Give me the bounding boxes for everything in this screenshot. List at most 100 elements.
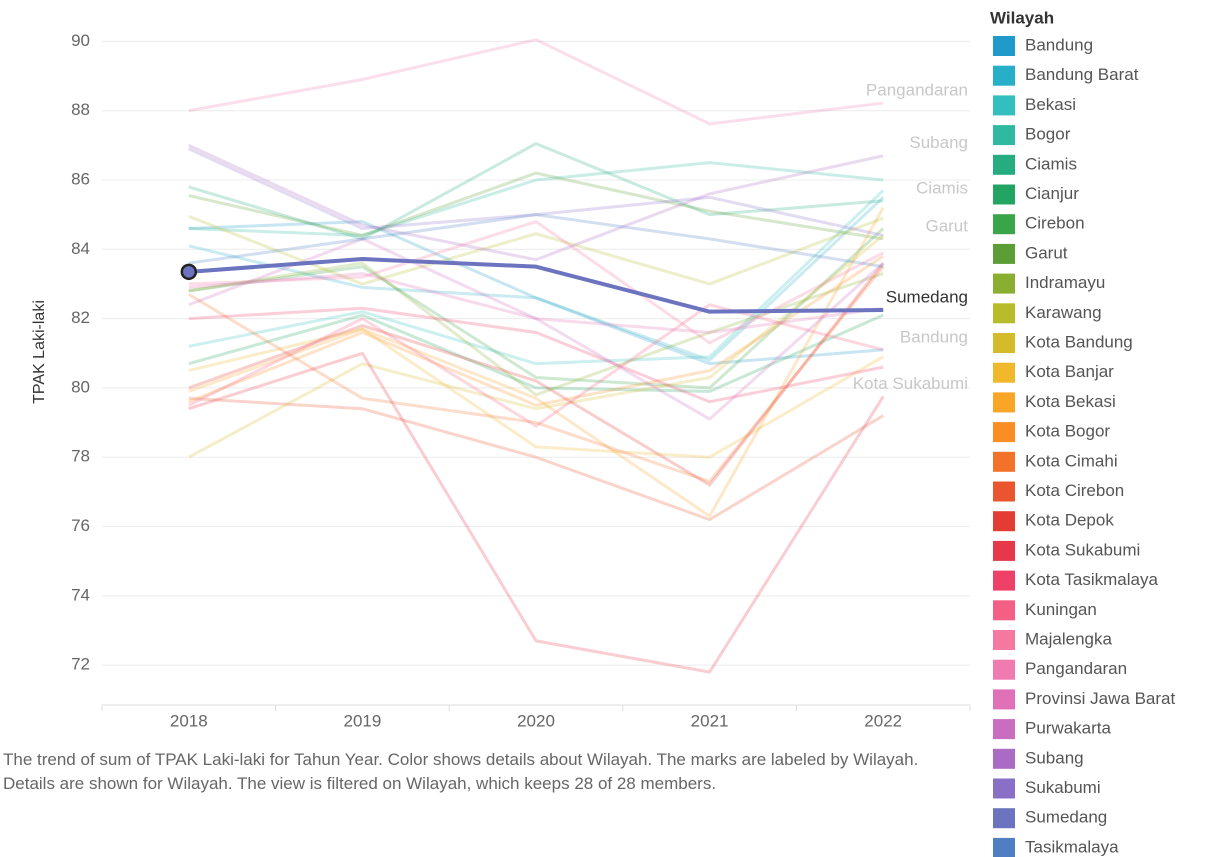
series-line	[188, 38, 884, 126]
series-line	[188, 227, 885, 390]
series-end-label: Sumedang	[886, 287, 968, 306]
legend-swatch	[993, 243, 1015, 264]
legend-label: Kota Cirebon	[1025, 481, 1124, 500]
legend-swatch	[993, 451, 1015, 472]
legend-label: Provinsi Jawa Barat	[1025, 689, 1176, 708]
series-line	[188, 306, 884, 404]
series-line	[188, 143, 884, 262]
legend-swatch	[993, 154, 1015, 175]
series-line	[188, 351, 885, 674]
legend-swatch	[993, 481, 1015, 502]
legend-label: Bandung Barat	[1025, 65, 1139, 84]
series-line	[188, 220, 884, 366]
legend-swatch	[993, 95, 1015, 116]
legend-label: Ciamis	[1025, 154, 1077, 173]
x-tick-label: 2020	[517, 711, 555, 730]
series-line	[188, 234, 885, 459]
legend-swatch	[993, 748, 1015, 769]
legend-label: Bogor	[1025, 125, 1071, 144]
y-tick-label: 90	[71, 31, 90, 50]
series-line	[188, 147, 884, 237]
legend-swatch	[993, 36, 1015, 56]
x-tick-label: 2022	[864, 711, 902, 730]
series-line	[188, 213, 884, 269]
legend-label: Kota Banjar	[1025, 362, 1114, 381]
legend-swatch	[993, 837, 1015, 857]
legend-label: Subang	[1025, 748, 1084, 767]
series-line	[188, 237, 885, 421]
y-tick-label: 78	[71, 447, 90, 466]
legend-label: Karawang	[1025, 303, 1102, 322]
y-tick-label: 76	[71, 516, 90, 535]
legend-label: Kota Cimahi	[1025, 451, 1118, 470]
legend-swatch	[993, 184, 1015, 205]
series-line	[188, 142, 884, 241]
legend-label: Cirebon	[1025, 214, 1085, 233]
legend-label: Kuningan	[1025, 600, 1097, 619]
series-line	[188, 265, 885, 483]
series-line	[188, 272, 884, 334]
legend-swatch	[993, 273, 1015, 294]
legend-label: Majalengka	[1025, 629, 1112, 648]
legend-label: Bandung	[1025, 35, 1093, 54]
legend-label: Kota Bekasi	[1025, 392, 1116, 411]
legend-label: Tasikmalaya	[1025, 837, 1119, 856]
legend-label: Pangandaran	[1025, 659, 1127, 678]
caption: The trend of sum of TPAK Laki-laki for T…	[3, 750, 919, 793]
series-line	[188, 327, 884, 459]
highlight-marker	[180, 263, 198, 281]
y-tick-label: 84	[71, 239, 90, 258]
legend-label: Purwakarta	[1025, 719, 1112, 738]
series-end-label: Garut	[925, 216, 968, 235]
legend-swatch	[993, 422, 1015, 443]
legend-swatch	[993, 689, 1015, 710]
series-line	[188, 196, 885, 362]
legend-swatch	[993, 362, 1015, 383]
x-tick-label: 2018	[170, 711, 208, 730]
series-line	[188, 257, 884, 314]
series-line	[188, 313, 884, 393]
series-line	[188, 396, 884, 522]
legend-label: Indramayu	[1025, 273, 1105, 292]
y-tick-label: 74	[71, 585, 90, 604]
legend-swatch	[993, 659, 1015, 680]
series-end-label: Pangandaran	[866, 81, 968, 100]
legend-label: Kota Bandung	[1025, 332, 1133, 351]
series-end-label: Ciamis	[916, 178, 968, 197]
legend-swatch	[993, 570, 1015, 591]
legend-label: Garut	[1025, 243, 1068, 262]
y-tick-label: 82	[71, 308, 90, 327]
series-line	[188, 161, 884, 237]
y-tick-label: 88	[71, 100, 90, 119]
series-line	[188, 262, 885, 487]
legend-label: Cianjur	[1025, 184, 1079, 203]
legend-swatch	[993, 511, 1015, 532]
series-end-label: Bandung	[900, 327, 968, 346]
legend-swatch	[993, 65, 1015, 86]
legend-label: Sumedang	[1025, 808, 1107, 827]
legend-label: Bekasi	[1025, 95, 1076, 114]
y-tick-label: 80	[71, 377, 90, 396]
legend-swatch	[993, 392, 1015, 413]
legend-swatch	[993, 778, 1015, 799]
legend-title: Wilayah	[990, 8, 1054, 27]
legend-label: Kota Depok	[1025, 511, 1114, 530]
legend-label: Kota Sukabumi	[1025, 540, 1140, 559]
legend-swatch	[993, 214, 1015, 235]
legend-swatch	[993, 600, 1015, 621]
series-line	[188, 303, 884, 428]
series-line	[188, 171, 884, 241]
series-end-label: Subang	[909, 133, 968, 152]
legend-label: Kota Tasikmalaya	[1025, 570, 1158, 589]
series-end-label: Kota Sukabumi	[853, 374, 968, 393]
legend-label: Sukabumi	[1025, 778, 1101, 797]
series-line	[188, 206, 885, 518]
legend-swatch	[993, 540, 1015, 561]
y-tick-label: 72	[71, 655, 90, 674]
series-line	[188, 189, 885, 366]
y-axis-label: TPAK Laki-laki	[31, 300, 48, 404]
legend-swatch	[993, 333, 1015, 353]
x-tick-label: 2021	[691, 711, 729, 730]
